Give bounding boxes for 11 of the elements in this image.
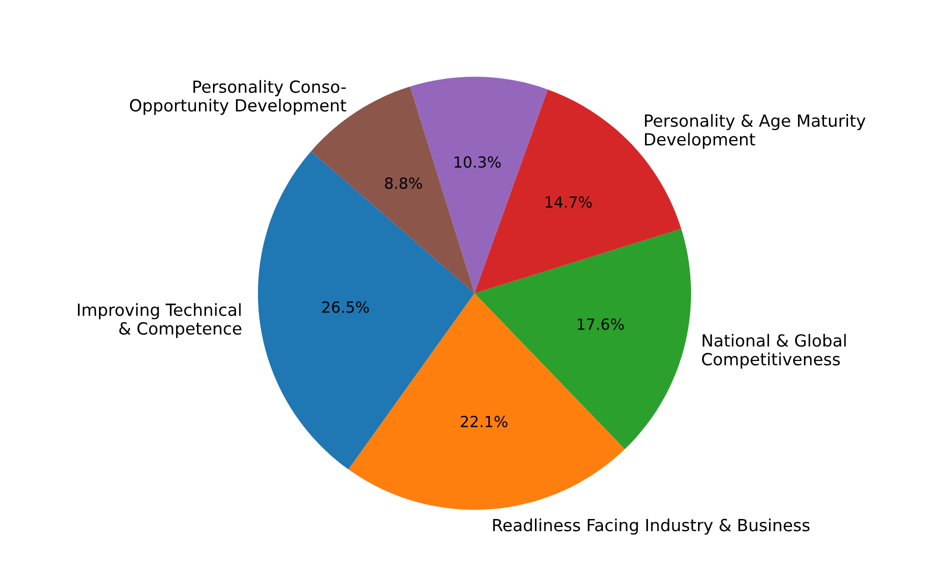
data-label: 14.7%	[546, 196, 592, 208]
slice-label: Personality Conso- Opportunity Development	[130, 80, 346, 115]
slice-label: Readliness Facing Industry & Business	[493, 518, 810, 535]
slice-label: Personality & Age Maturity Development	[645, 114, 866, 149]
data-label: 8.8%	[385, 177, 422, 189]
data-label: 26.5%	[322, 301, 369, 313]
data-label: 10.3%	[454, 156, 501, 168]
slice-label: Improving Technical & Competence	[78, 303, 242, 338]
data-label: 22.1%	[460, 416, 508, 428]
data-label: 17.6%	[578, 318, 624, 330]
slice-label: National & Global Competitiveness	[702, 334, 846, 369]
